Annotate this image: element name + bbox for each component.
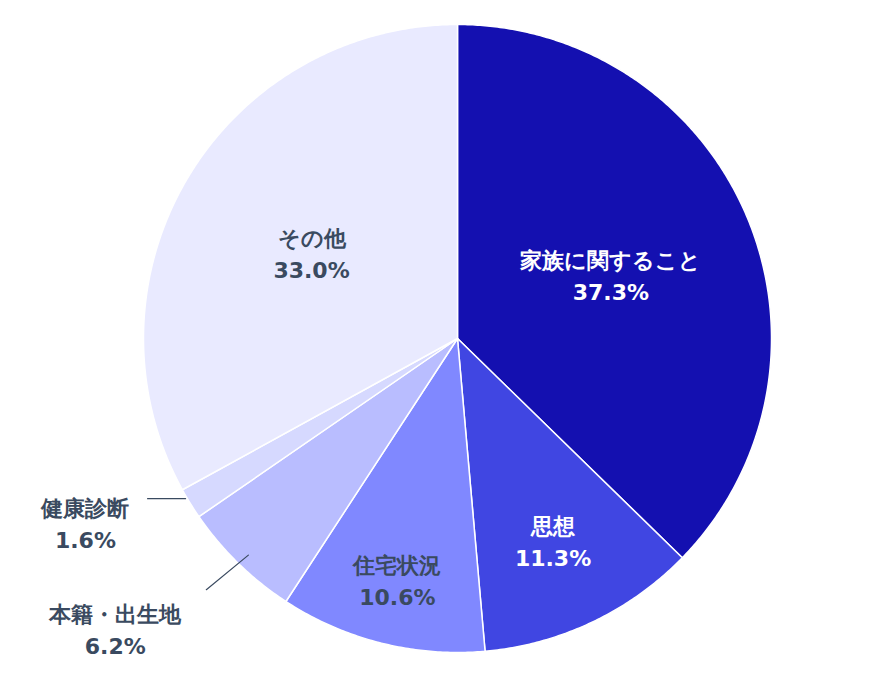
- svg-text:健康診断1.6%: 健康診断1.6%: [40, 496, 129, 553]
- svg-text:家族に関すること37.3%: 家族に関すること37.3%: [519, 248, 701, 305]
- svg-text:その他33.0%: その他33.0%: [273, 226, 349, 283]
- svg-text:本籍・出生地6.2%: 本籍・出生地6.2%: [48, 602, 182, 659]
- svg-text:思想11.3%: 思想11.3%: [515, 514, 591, 571]
- svg-text:住宅状況10.6%: 住宅状況10.6%: [352, 553, 441, 610]
